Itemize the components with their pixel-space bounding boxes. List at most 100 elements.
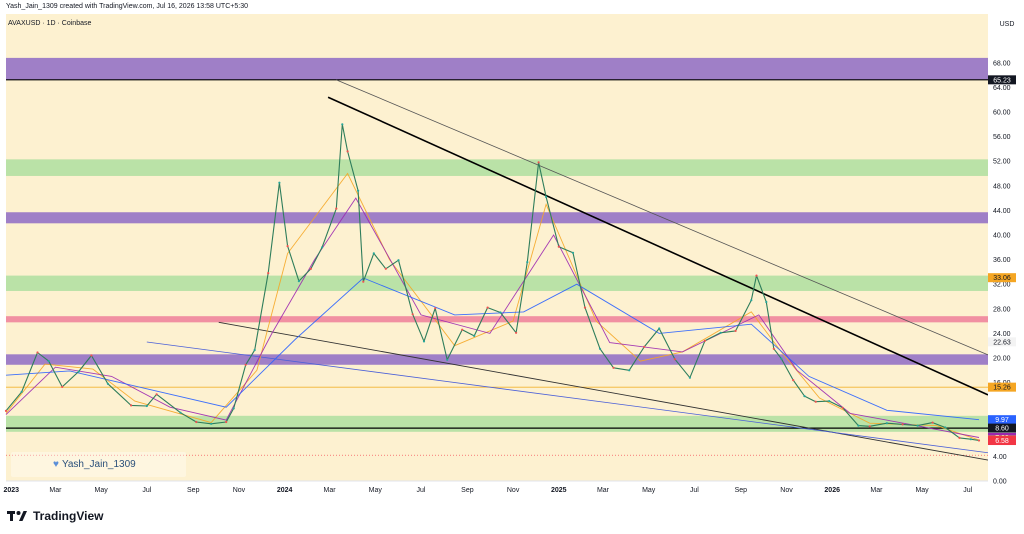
x-tick-label-5: Nov (233, 487, 246, 494)
y-tick-label-5: 48.00 (993, 183, 1011, 190)
y-tick-label-1: 64.00 (993, 85, 1011, 92)
trendline-0 (336, 79, 989, 356)
trendline-2 (218, 321, 989, 461)
zone-6 (6, 415, 988, 432)
y-tick-label-14: 4.00 (993, 454, 1007, 461)
price-point-9 (145, 404, 148, 408)
price-point-27 (357, 189, 360, 192)
author-watermark: ♥ Yash_Jain_1309 (11, 452, 186, 477)
author-name: Yash_Jain_1309 (61, 459, 136, 470)
price-point-39 (499, 311, 502, 314)
price-point-44 (557, 245, 560, 248)
price-point-17 (253, 348, 256, 352)
zone-5 (6, 354, 988, 365)
price-tag-2 (988, 337, 1016, 347)
price-point-46 (583, 306, 587, 309)
x-tick-label-0: 2023 (3, 487, 19, 494)
price-point-18 (267, 272, 270, 275)
y-tick-label-12: 20.00 (993, 356, 1011, 363)
price-point-54 (703, 339, 707, 342)
y-tick-label-0: 68.00 (993, 60, 1011, 67)
price-point-56 (734, 329, 737, 332)
price-point-11 (179, 411, 182, 414)
price-point-68 (868, 425, 871, 428)
price-point-34 (434, 307, 437, 310)
price-tag-label-1: 33.06 (993, 275, 1011, 282)
y-tick-label-4: 52.00 (993, 159, 1011, 166)
price-point-0 (4, 409, 8, 412)
price-tag-label-5: 8.60 (995, 426, 1009, 433)
chart-credit: Yash_Jain_1309 created with TradingView.… (6, 3, 248, 10)
moving-average-2 (5, 277, 980, 421)
brand-name: TradingView (33, 509, 104, 523)
price-tag-label-3: 15.26 (993, 385, 1011, 392)
zone-0 (6, 57, 988, 80)
price-point-24 (335, 207, 338, 210)
price-point-48 (612, 366, 615, 369)
price-point-14 (225, 420, 228, 424)
price-point-16 (244, 363, 247, 366)
price-point-67 (857, 424, 860, 427)
y-tick-label-11: 24.00 (993, 331, 1011, 338)
price-point-60 (772, 347, 775, 350)
y-tick-label-10: 28.00 (993, 306, 1011, 313)
price-point-59 (765, 300, 768, 304)
price-point-30 (384, 267, 387, 270)
price-point-4 (61, 385, 64, 388)
moving-average-1 (5, 197, 980, 438)
x-tick-label-14: May (642, 487, 656, 494)
price-tag-0 (988, 75, 1016, 85)
y-tick-label-6: 44.00 (993, 208, 1011, 215)
zone-2 (6, 212, 988, 224)
chart-title: AVAXUSD · 1D · Coinbase (8, 20, 91, 27)
price-tag-label-8: 6.58 (995, 438, 1009, 445)
price-point-15 (232, 407, 235, 410)
price-point-10 (155, 393, 158, 396)
x-tick-label-13: Mar (597, 487, 610, 494)
price-point-36 (461, 328, 464, 331)
price-point-33 (422, 340, 426, 343)
x-tick-label-10: Sep (461, 487, 474, 494)
price-point-66 (841, 406, 844, 409)
x-tick-label-7: Mar (324, 487, 337, 494)
trendline-3 (146, 341, 989, 454)
price-point-69 (885, 422, 889, 425)
price-point-3 (47, 360, 50, 363)
price-point-50 (643, 345, 646, 348)
price-point-35 (446, 358, 449, 361)
price-tag-5 (988, 423, 1016, 433)
price-point-28 (362, 280, 365, 283)
price-tag-8 (988, 436, 1016, 446)
price-point-65 (828, 400, 831, 403)
x-tick-label-21: Jul (963, 487, 972, 494)
price-point-38 (486, 306, 489, 309)
price-point-8 (130, 404, 133, 407)
x-tick-label-19: Mar (870, 487, 883, 494)
tradingview-logo[interactable]: TradingView (7, 509, 103, 523)
price-point-25 (341, 123, 344, 126)
price-tag-1 (988, 273, 1016, 283)
price-point-29 (372, 252, 375, 255)
price-point-70 (901, 423, 904, 426)
x-tick-label-11: Nov (507, 487, 520, 494)
price-point-20 (286, 245, 289, 248)
x-tick-label-6: 2024 (277, 487, 293, 494)
x-tick-label-4: Sep (187, 487, 200, 494)
price-point-52 (673, 358, 677, 361)
price-point-37 (473, 334, 476, 337)
zone-3 (6, 275, 988, 291)
price-point-49 (628, 369, 631, 372)
price-tag-label-4: 9.97 (995, 417, 1009, 424)
price-point-31 (397, 259, 400, 262)
x-tick-label-2: May (95, 487, 109, 494)
price-point-1 (20, 390, 23, 393)
price-point-55 (719, 331, 722, 334)
price-point-12 (195, 420, 198, 424)
price-tag-label-2: 22.63 (993, 339, 1011, 346)
price-point-74 (958, 436, 961, 439)
price-point-32 (411, 313, 414, 316)
plot-area[interactable] (6, 14, 988, 481)
y-tick-label-9: 32.00 (993, 282, 1011, 289)
x-tick-label-12: 2025 (551, 487, 567, 494)
